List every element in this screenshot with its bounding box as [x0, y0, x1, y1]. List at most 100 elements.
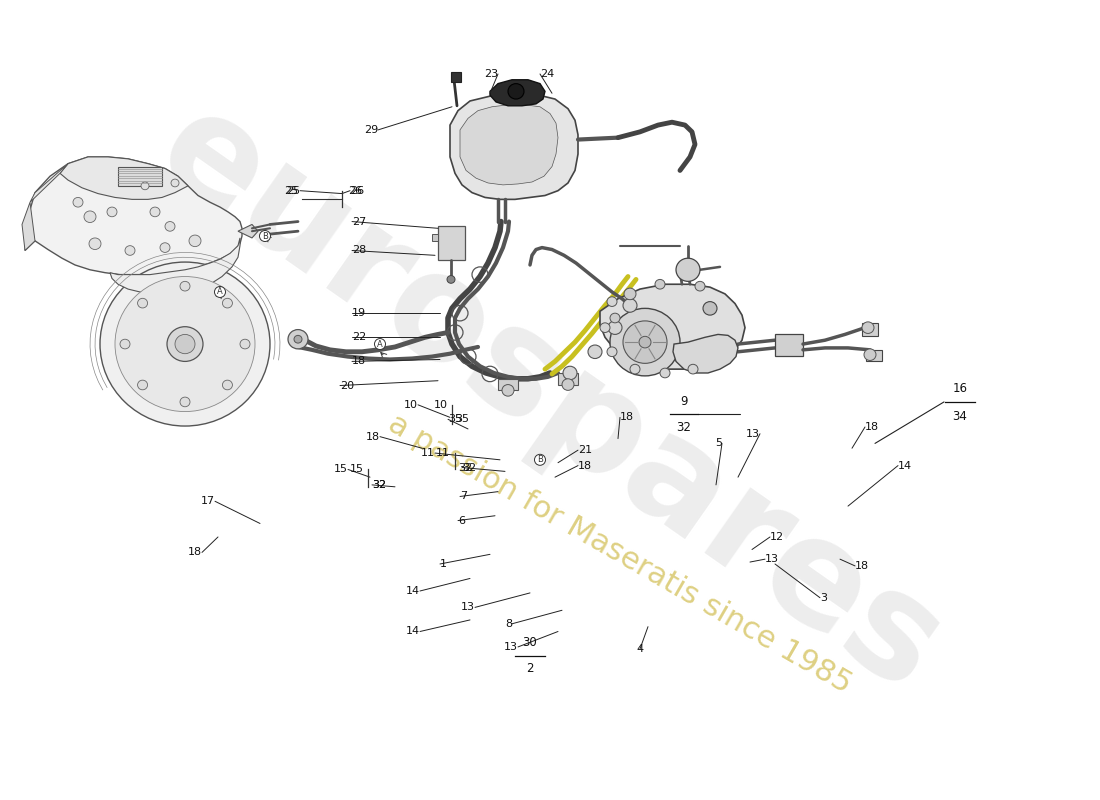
- Text: 13: 13: [746, 429, 760, 438]
- Text: B: B: [262, 231, 268, 241]
- Circle shape: [84, 211, 96, 222]
- Text: 4: 4: [637, 644, 644, 654]
- Text: 29: 29: [364, 125, 378, 135]
- Circle shape: [660, 368, 670, 378]
- Text: 27: 27: [352, 217, 366, 226]
- Text: 12: 12: [770, 532, 784, 542]
- Circle shape: [73, 198, 82, 207]
- Circle shape: [222, 380, 232, 390]
- Circle shape: [240, 339, 250, 349]
- Circle shape: [695, 282, 705, 291]
- Polygon shape: [450, 94, 578, 199]
- Text: A: A: [377, 339, 383, 349]
- Circle shape: [562, 378, 574, 390]
- Text: eurospares: eurospares: [132, 78, 968, 722]
- Polygon shape: [490, 80, 544, 106]
- Text: 18: 18: [855, 561, 869, 571]
- Circle shape: [288, 330, 308, 349]
- Circle shape: [563, 366, 578, 380]
- Polygon shape: [238, 225, 258, 238]
- Circle shape: [138, 298, 147, 308]
- Circle shape: [150, 207, 160, 217]
- Text: 14: 14: [406, 586, 420, 596]
- Circle shape: [623, 298, 637, 312]
- Text: B: B: [537, 455, 543, 464]
- Text: 6: 6: [458, 515, 465, 526]
- Text: 18: 18: [352, 357, 366, 366]
- Text: 20: 20: [340, 381, 354, 390]
- Polygon shape: [673, 334, 738, 373]
- Polygon shape: [30, 164, 68, 202]
- Text: 11: 11: [421, 448, 434, 458]
- Polygon shape: [118, 166, 162, 186]
- Circle shape: [222, 298, 232, 308]
- Polygon shape: [498, 378, 518, 390]
- Text: 15: 15: [350, 465, 364, 474]
- Text: 26: 26: [350, 186, 364, 196]
- Polygon shape: [558, 373, 578, 385]
- Text: 28: 28: [352, 246, 366, 255]
- Text: 18: 18: [578, 461, 592, 470]
- Polygon shape: [438, 226, 465, 260]
- Text: 14: 14: [898, 461, 912, 470]
- Circle shape: [600, 323, 610, 333]
- Text: 13: 13: [461, 602, 475, 612]
- Circle shape: [588, 345, 602, 358]
- Circle shape: [608, 321, 622, 334]
- Text: 34: 34: [953, 410, 967, 422]
- Text: 18: 18: [188, 547, 202, 558]
- Circle shape: [607, 347, 617, 357]
- Circle shape: [639, 336, 651, 348]
- Text: 26: 26: [348, 186, 362, 196]
- Polygon shape: [678, 263, 692, 274]
- Text: 32: 32: [462, 462, 476, 473]
- Circle shape: [175, 334, 195, 354]
- Polygon shape: [432, 234, 438, 241]
- Text: 19: 19: [352, 308, 366, 318]
- Text: 25: 25: [284, 186, 298, 196]
- Text: 18: 18: [865, 422, 879, 432]
- Circle shape: [165, 222, 175, 231]
- Circle shape: [654, 279, 666, 289]
- Circle shape: [138, 380, 147, 390]
- Text: 15: 15: [334, 465, 348, 474]
- Circle shape: [116, 277, 255, 411]
- Text: 32: 32: [458, 462, 472, 473]
- Circle shape: [607, 297, 617, 306]
- Polygon shape: [866, 350, 882, 362]
- Polygon shape: [22, 202, 35, 250]
- Text: 5: 5: [715, 438, 722, 449]
- Text: 14: 14: [406, 626, 420, 637]
- Circle shape: [610, 308, 680, 376]
- Circle shape: [167, 326, 204, 362]
- Polygon shape: [862, 323, 878, 336]
- Text: 23: 23: [484, 69, 498, 79]
- Text: 10: 10: [434, 400, 448, 410]
- Circle shape: [688, 364, 698, 374]
- Text: a passion for Maseratis since 1985: a passion for Maseratis since 1985: [383, 410, 857, 699]
- Circle shape: [624, 288, 636, 300]
- Text: 30: 30: [522, 636, 538, 649]
- Circle shape: [703, 302, 717, 315]
- Text: 13: 13: [504, 642, 518, 652]
- Circle shape: [447, 275, 455, 283]
- Circle shape: [170, 179, 179, 187]
- Circle shape: [120, 339, 130, 349]
- Circle shape: [89, 238, 101, 250]
- Text: 10: 10: [404, 400, 418, 410]
- Circle shape: [294, 335, 302, 343]
- Polygon shape: [600, 284, 745, 369]
- Circle shape: [125, 246, 135, 255]
- Text: A: A: [217, 287, 223, 297]
- Text: 22: 22: [352, 332, 366, 342]
- Circle shape: [160, 242, 170, 253]
- Circle shape: [141, 182, 149, 190]
- Text: 35: 35: [448, 414, 462, 424]
- Circle shape: [508, 84, 524, 99]
- Text: 1: 1: [440, 559, 447, 569]
- Text: 32: 32: [372, 480, 386, 490]
- Polygon shape: [25, 157, 242, 274]
- Text: 35: 35: [455, 414, 469, 424]
- Text: 18: 18: [366, 432, 379, 442]
- Circle shape: [107, 207, 117, 217]
